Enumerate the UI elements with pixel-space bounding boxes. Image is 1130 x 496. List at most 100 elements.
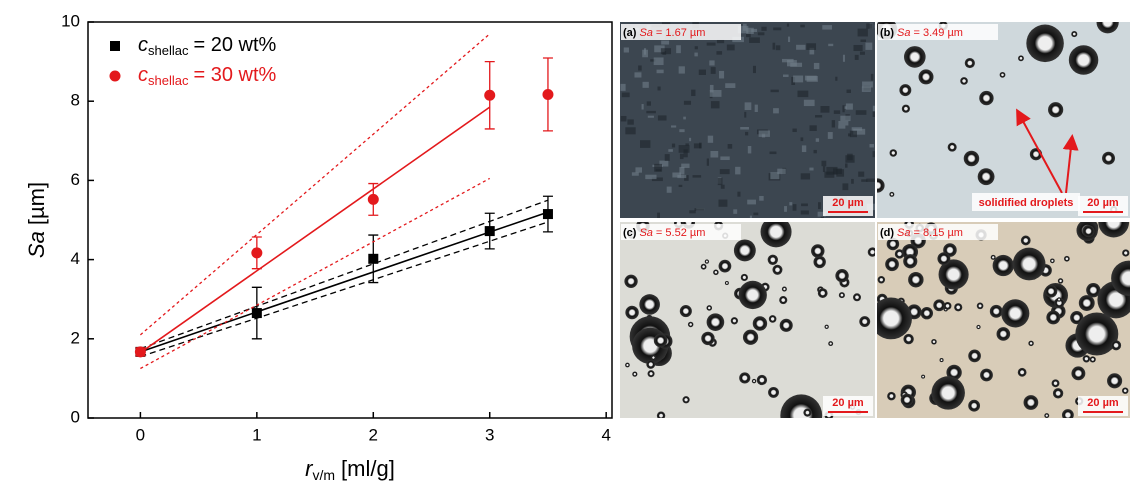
texture [632,172,639,175]
marker [251,247,262,258]
droplet [1044,413,1049,418]
texture [822,25,832,29]
texture [695,46,698,49]
texture [656,169,661,171]
texture [681,164,689,168]
droplet [964,151,979,166]
texture [858,172,864,177]
micrograph [620,22,884,221]
droplet [648,370,655,377]
texture [866,179,877,182]
droplet [1018,368,1027,377]
texture [733,209,737,214]
droplet [688,322,693,327]
texture [758,32,765,35]
texture [647,101,651,105]
droplet [1079,295,1095,311]
droplet [954,303,962,311]
droplet [768,255,778,265]
legend-text: = 20 wt% [193,34,276,56]
texture [855,55,859,60]
texture [810,125,817,131]
texture [679,66,685,73]
texture [773,108,779,113]
droplet [1026,25,1064,63]
droplet [1000,72,1006,78]
texture [684,101,691,105]
y-tick-label: 10 [61,11,80,30]
sa-symbol: Sa [639,227,652,239]
droplet [705,259,709,263]
droplet [1082,225,1094,237]
texture [711,101,720,108]
texture [709,60,714,65]
sa-value: = 8.15 µm [914,227,963,239]
confidence-band [140,200,548,349]
texture [845,163,848,167]
texture [717,40,724,43]
droplet [908,272,923,287]
droplet [680,305,692,317]
droplet [625,363,630,368]
texture [875,25,877,28]
texture [707,158,709,165]
droplet [976,325,980,329]
droplet [978,168,995,185]
droplet [1122,249,1129,256]
scale-bar-label: 20 µm [832,197,864,209]
droplet [739,281,767,309]
texture [850,131,857,138]
droplet [890,149,898,157]
droplet [1057,297,1061,301]
y-label-unit: [µm] [24,182,49,225]
texture [759,196,763,201]
droplet [904,46,926,68]
droplet [1018,55,1024,61]
texture [667,187,672,193]
texture [834,110,840,114]
confidence-band [140,222,548,357]
texture [802,145,806,152]
texture [826,167,837,175]
panel-letter: (d) [880,227,894,239]
texture [718,178,723,185]
droplet [752,379,756,383]
droplet [782,287,787,292]
texture [801,137,804,141]
panel-letter: (c) [623,227,637,239]
droplet [1024,395,1039,410]
texture [707,43,716,46]
scale-bar-label: 20 µm [1087,197,1119,209]
droplet [1053,388,1063,398]
droplet [1069,45,1098,74]
texture [789,202,792,205]
y-tick-label: 2 [71,328,80,347]
texture [821,216,824,221]
scale-bar-label: 20 µm [832,397,864,409]
marker [485,226,495,236]
texture [711,67,716,74]
texture [797,91,808,97]
texture [668,149,673,152]
droplet [1111,340,1121,350]
droplet [990,305,1003,318]
texture [627,119,633,124]
droplet [811,244,825,258]
texture [801,210,809,214]
texture [691,90,695,96]
droplet [948,143,957,152]
droplet [1097,11,1119,33]
texture [843,55,845,62]
droplet [1122,387,1128,393]
droplet [1045,285,1057,297]
texture [699,70,706,75]
texture [792,129,796,132]
texture [710,151,718,158]
droplet [1058,278,1063,283]
texture [720,156,729,160]
micrograph [870,11,1130,218]
texture [747,200,756,205]
droplet [713,269,719,275]
panel-letter: (a) [623,27,637,39]
droplet [1071,31,1077,37]
